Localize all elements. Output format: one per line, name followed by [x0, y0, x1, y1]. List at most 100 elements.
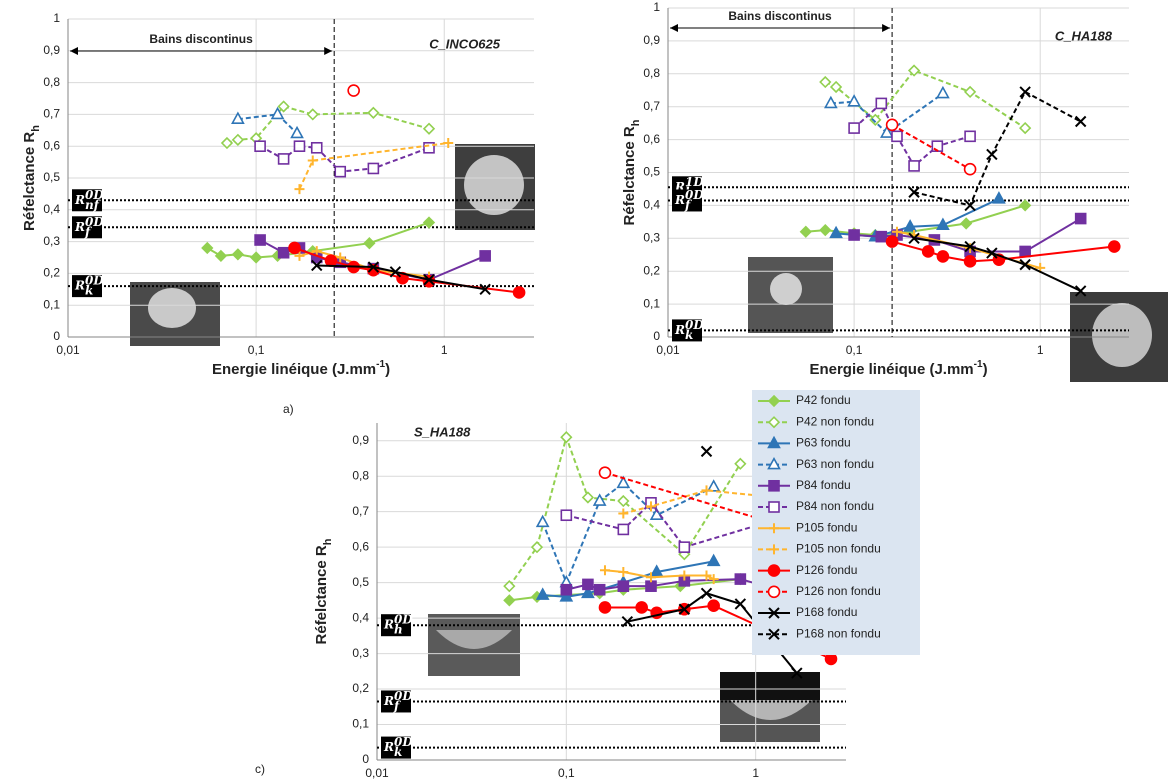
marker	[367, 106, 380, 119]
series-line	[298, 142, 449, 190]
inset-melt-pool	[464, 155, 524, 215]
marker	[293, 140, 306, 152]
marker	[791, 667, 803, 679]
y-tick-label: 0,4	[43, 202, 60, 216]
micrograph-insets	[130, 144, 1168, 742]
marker	[621, 615, 634, 628]
legend-marker	[769, 544, 779, 555]
reference-symbol: R	[674, 323, 685, 337]
marker	[678, 603, 691, 615]
marker	[1074, 212, 1087, 225]
legend-label: P126 non fondu	[796, 584, 881, 598]
span-label: Bains discontinus	[728, 9, 832, 23]
marker	[277, 153, 290, 165]
marker	[992, 191, 1006, 204]
span-label: Bains discontinus	[149, 32, 253, 46]
reference-sub: f	[84, 225, 92, 239]
marker	[824, 652, 838, 666]
marker	[645, 580, 657, 592]
marker	[645, 501, 656, 512]
marker	[908, 160, 920, 172]
x-tick-label: 1	[752, 766, 759, 780]
y-tick-label: 0	[362, 752, 369, 766]
legend-label: P63 fondu	[796, 436, 851, 450]
marker	[423, 141, 435, 154]
x-axis-title-end: )	[983, 361, 988, 378]
marker	[277, 100, 290, 113]
marker	[645, 572, 656, 583]
inset-melt-pool	[436, 630, 512, 649]
reference-symbol: R	[383, 618, 394, 632]
x-axis-title-sup: -1	[974, 359, 983, 370]
reference-sup: 1D	[685, 175, 704, 189]
reference-sub: f	[393, 699, 401, 713]
y-tick-label: 0,5	[352, 575, 369, 589]
marker	[679, 570, 690, 581]
chart: 0 0,1 0,2 0,3 0,4 0,5 0,6 0,7 0,8 0,9 0,01 0,1 1 Réfe…	[255, 390, 920, 780]
marker	[535, 514, 550, 528]
marker	[921, 245, 935, 258]
marker	[829, 225, 843, 239]
marker	[734, 573, 747, 585]
marker	[422, 122, 436, 135]
inset-melt-pool	[148, 288, 196, 328]
marker	[885, 118, 899, 132]
panel-label: a)	[283, 402, 294, 416]
marker	[819, 223, 832, 237]
legend-marker	[768, 607, 780, 619]
y-tick-label: 0,7	[352, 504, 369, 518]
marker	[201, 241, 214, 255]
x-tick-label: 0,01	[56, 343, 80, 357]
arrow-head	[882, 24, 891, 32]
y-tick-label: 0,3	[352, 646, 369, 660]
marker	[231, 248, 245, 261]
y-axis-title-text: Réfelctance R	[621, 126, 638, 225]
reference-sub: k	[394, 745, 402, 759]
series-line	[623, 489, 760, 515]
reference-label-box	[72, 216, 102, 239]
y-tick-label: 0,8	[352, 468, 369, 482]
x-axis-title-end: )	[385, 361, 390, 378]
y-axis-title: Réfelctance Rh	[21, 125, 42, 231]
inset-melt-pool	[1092, 303, 1152, 367]
reference-sup: 0D	[685, 188, 704, 202]
legend-marker	[768, 479, 780, 492]
y-tick-label: 0,1	[643, 296, 660, 310]
chart: 0 0,1 0,2 0,3 0,4 0,5 0,6 0,7 0,8 0,9 1 0,01 0,1 1 Réf…	[21, 11, 534, 416]
marker	[367, 261, 380, 273]
marker	[1019, 258, 1031, 271]
marker	[617, 523, 630, 536]
marker	[708, 574, 719, 585]
reference-symbol: R	[383, 694, 394, 708]
reference-sub: nf	[85, 198, 101, 212]
reference-sub: k	[85, 284, 93, 298]
x-tick-label: 0,01	[656, 343, 680, 357]
marker	[986, 148, 998, 161]
marker	[599, 565, 610, 576]
marker	[1019, 121, 1032, 135]
reference-symbol: R	[674, 193, 685, 207]
legend-label: P168 non fondu	[796, 626, 881, 640]
y-tick-label: 0,6	[43, 138, 60, 152]
series-line	[891, 123, 971, 171]
marker	[311, 259, 323, 272]
y-axis-title-text: Réfelctance R	[313, 545, 330, 644]
series-line	[830, 92, 944, 135]
legend-marker	[767, 394, 781, 408]
y-tick-label: 0,6	[352, 539, 369, 553]
marker	[581, 491, 595, 504]
marker	[598, 601, 612, 614]
marker	[443, 138, 454, 149]
x-axis-title-sup: -1	[376, 359, 385, 370]
reference-label-box	[72, 275, 102, 298]
y-tick-label: 0	[53, 329, 60, 343]
marker	[1107, 240, 1121, 253]
marker	[307, 155, 318, 166]
marker	[706, 553, 721, 567]
marker	[479, 283, 491, 296]
marker	[503, 580, 516, 593]
reference-sup: 0D	[394, 689, 413, 703]
marker	[823, 95, 838, 109]
marker	[1074, 115, 1087, 128]
